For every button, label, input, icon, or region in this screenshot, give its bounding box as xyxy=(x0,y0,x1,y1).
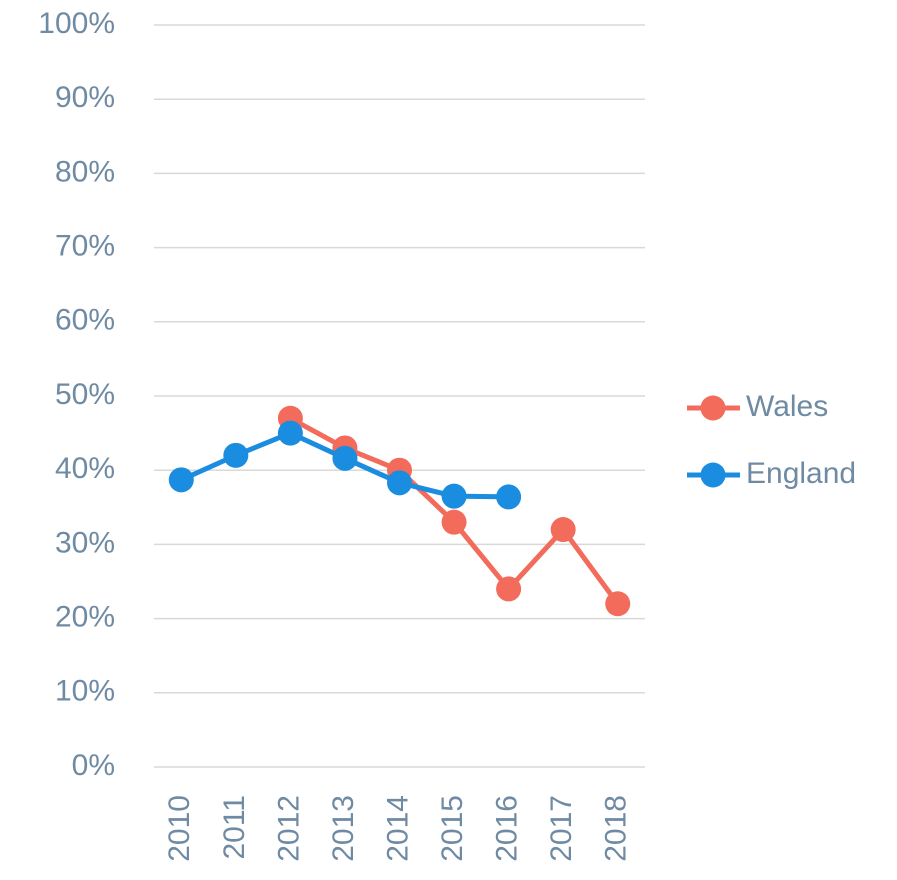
y-tick-label: 70% xyxy=(55,230,115,263)
legend-marker xyxy=(700,395,726,421)
point xyxy=(387,470,412,496)
y-tick-label: 80% xyxy=(55,155,115,188)
point xyxy=(223,442,249,468)
y-tick-label: 40% xyxy=(55,452,115,485)
x-tick-label: 2011 xyxy=(218,795,251,860)
point xyxy=(332,445,358,471)
y-tick-label: 20% xyxy=(55,601,115,634)
x-tick-label: 2013 xyxy=(327,795,360,862)
point xyxy=(496,484,522,510)
point xyxy=(168,467,194,493)
y-tick-label: 90% xyxy=(55,81,115,114)
point xyxy=(277,420,303,446)
x-tick-label: 2018 xyxy=(600,795,633,862)
point xyxy=(496,576,522,602)
y-tick-label: 100% xyxy=(38,7,115,40)
y-tick-label: 50% xyxy=(55,378,115,411)
point xyxy=(441,483,467,509)
x-tick-label: 2015 xyxy=(436,795,469,862)
y-tick-label: 60% xyxy=(55,304,115,337)
point xyxy=(441,509,467,535)
point xyxy=(550,517,576,543)
y-tick-label: 30% xyxy=(55,526,115,559)
y-tick-label: 10% xyxy=(55,675,115,708)
x-tick-label: 2016 xyxy=(491,795,524,862)
x-tick-label: 2017 xyxy=(545,795,578,862)
point xyxy=(605,591,631,617)
y-tick-label: 0% xyxy=(72,749,115,782)
legend-label: England xyxy=(746,457,856,490)
x-tick-label: 2014 xyxy=(381,795,414,862)
x-tick-label: 2010 xyxy=(163,795,196,862)
x-tick-label: 2012 xyxy=(272,795,305,862)
legend-marker xyxy=(700,462,726,488)
legend-label: Wales xyxy=(746,390,828,423)
